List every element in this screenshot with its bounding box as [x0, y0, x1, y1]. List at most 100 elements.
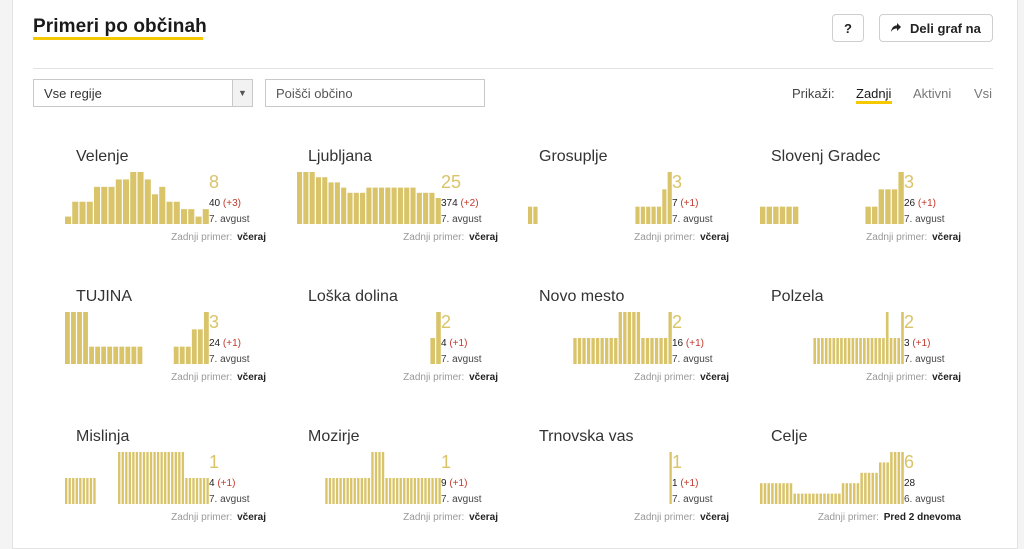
- sparkline-chart: [325, 452, 441, 504]
- chart-bar: [202, 209, 209, 224]
- chart-bar: [618, 312, 622, 364]
- chart-bar: [852, 483, 856, 504]
- chart-bar: [650, 338, 654, 364]
- delta-value: (+1): [217, 478, 236, 489]
- chart-bar: [812, 493, 815, 504]
- chart-bar: [885, 189, 891, 224]
- chart-bar: [206, 478, 209, 504]
- chart-bar: [832, 338, 836, 364]
- chart-bar: [851, 338, 855, 364]
- chart-bar: [591, 338, 595, 364]
- chart-bar: [636, 312, 641, 364]
- chart-bar: [870, 338, 874, 364]
- chart-bar: [632, 312, 636, 364]
- chart-bar: [159, 186, 166, 224]
- chart-bar: [856, 483, 860, 504]
- search-input[interactable]: [265, 79, 485, 107]
- last-case: Zadnji primer: včeraj: [866, 232, 961, 243]
- last-case-label: Zadnji primer:: [634, 232, 696, 243]
- last-case-value: včeraj: [932, 372, 961, 383]
- last-case: Zadnji primer: včeraj: [866, 372, 961, 383]
- chart-bar: [364, 478, 367, 504]
- last-case-label: Zadnji primer:: [171, 512, 233, 523]
- total-count: 28: [904, 478, 915, 489]
- chart-bar: [82, 478, 86, 504]
- chart-bar: [195, 216, 202, 224]
- latest-count: 3: [672, 172, 683, 192]
- chevron-down-icon[interactable]: ▼: [232, 80, 252, 106]
- municipality-card[interactable]: Novo mesto 2 16 (+1) 7. avgust Zadnji primer…: [539, 288, 739, 408]
- municipality-card[interactable]: Velenje 8 40 (+3) 7. avgust Zadnji primer: v…: [65, 148, 276, 268]
- chart-bar: [766, 206, 772, 224]
- municipality-card[interactable]: Mislinja 1 4 (+1) 7. avgust Zadnji primer: v…: [65, 428, 276, 548]
- region-select[interactable]: Vse regije ▼: [33, 79, 253, 107]
- chart-bar: [878, 462, 882, 504]
- municipality-card[interactable]: Ljubljana 25 374 (+2) 7. avgust Zadnji prime…: [297, 148, 508, 268]
- chart-bar: [93, 478, 96, 504]
- date-label: 7. avgust: [904, 354, 945, 365]
- delta-value: (+1): [912, 338, 931, 349]
- chart-bar: [662, 189, 667, 224]
- total-count: 24 (+1): [209, 338, 241, 349]
- sparkline-chart: [65, 172, 209, 224]
- chart-bar: [885, 312, 889, 364]
- latest-count: 2: [672, 312, 683, 332]
- chart-bar: [882, 462, 886, 504]
- municipality-card[interactable]: Loška dolina 2 4 (+1) 7. avgust Zadnji prime…: [308, 288, 508, 408]
- chart-bar: [181, 209, 188, 224]
- total-value: 7: [672, 198, 678, 209]
- chart-bar: [132, 452, 135, 504]
- latest-count: 8: [209, 172, 220, 192]
- total-count: 40 (+3): [209, 198, 241, 209]
- municipality-card[interactable]: Grosuplje 3 7 (+1) 7. avgust Zadnji primer: …: [528, 148, 739, 268]
- chart-bar: [528, 206, 533, 224]
- delta-value: (+1): [449, 338, 468, 349]
- help-button[interactable]: ?: [832, 14, 864, 42]
- total-count: 7 (+1): [672, 198, 698, 209]
- chart-bar: [135, 452, 139, 504]
- chart-bar: [328, 182, 334, 224]
- share-button[interactable]: Deli graf na: [879, 14, 993, 42]
- municipality-card[interactable]: Polzela 2 3 (+1) 7. avgust Zadnji primer: vč…: [771, 288, 971, 408]
- chart-bar: [823, 493, 826, 504]
- chart-bar: [669, 452, 672, 504]
- municipality-card[interactable]: Celje 6 28 6. avgust Zadnji primer: Pred 2 d…: [760, 428, 971, 548]
- chart-bar: [353, 192, 359, 224]
- chart-bar: [760, 483, 763, 504]
- chart-bar: [834, 493, 837, 504]
- option-aktivni[interactable]: Aktivni: [913, 86, 952, 101]
- chart-bar: [107, 346, 113, 364]
- option-vsi[interactable]: Vsi: [974, 86, 993, 101]
- chart-bar: [434, 478, 438, 504]
- chart-bar: [779, 206, 786, 224]
- latest-count: 1: [672, 452, 683, 472]
- sparkline-chart: [65, 452, 209, 504]
- total-value: 28: [904, 478, 916, 489]
- latest-count: 2: [441, 312, 452, 332]
- last-case-label: Zadnji primer:: [403, 232, 465, 243]
- date-label: 7. avgust: [209, 214, 250, 225]
- delta-value: (+1): [680, 478, 699, 489]
- chart-bar: [773, 206, 779, 224]
- chart-bar: [435, 198, 441, 224]
- total-value: 24: [209, 338, 221, 349]
- chart-bar: [350, 478, 353, 504]
- municipality-card[interactable]: TUJINA 3 24 (+1) 7. avgust Zadnji primer: vč…: [65, 288, 276, 408]
- municipality-card[interactable]: Slovenj Gradec 3 26 (+1) 7. avgust Zadnji pr…: [760, 148, 971, 268]
- municipality-card[interactable]: Trnovska vas 1 1 (+1) 7. avgust Zadnji prime…: [539, 428, 739, 548]
- chart-bar: [663, 338, 668, 364]
- latest-count: 6: [904, 452, 915, 472]
- chart-bar: [156, 452, 160, 504]
- chart-bar: [385, 478, 388, 504]
- sparkline-chart: [430, 312, 441, 364]
- chart-bar: [65, 312, 70, 364]
- municipality-name: Velenje: [76, 148, 129, 165]
- chart-bar: [763, 483, 767, 504]
- chart-bar: [118, 452, 121, 504]
- municipality-card[interactable]: Mozirje 1 9 (+1) 7. avgust Zadnji primer: vč…: [308, 428, 508, 548]
- chart-bar: [125, 346, 131, 364]
- option-zadnji[interactable]: Zadnji: [856, 86, 892, 101]
- sparkline-chart: [669, 452, 672, 504]
- chart-bar: [149, 452, 153, 504]
- title-underline: [33, 37, 203, 40]
